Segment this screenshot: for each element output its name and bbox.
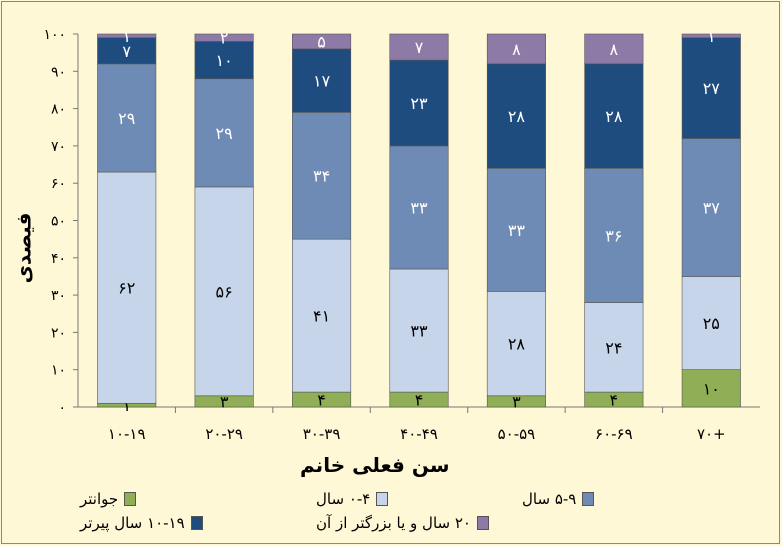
x-tick-label: ۳۰-۳۹ bbox=[303, 425, 341, 443]
x-tick-label: ۷۰+ bbox=[697, 425, 726, 443]
data-label: ۱۷ bbox=[313, 72, 331, 91]
data-label: ۵ bbox=[317, 32, 326, 51]
bar-segment bbox=[194, 78, 254, 188]
bar-segment bbox=[584, 33, 644, 65]
data-label: ۳۳ bbox=[410, 198, 428, 217]
bar-segment bbox=[681, 33, 741, 39]
bar-segment bbox=[292, 48, 352, 113]
bar-segment bbox=[389, 268, 449, 393]
data-label: ۲۴ bbox=[605, 338, 622, 357]
y-tick-label: ۲۰ bbox=[51, 325, 66, 341]
bar-segment bbox=[194, 186, 254, 397]
bar-segment bbox=[97, 33, 157, 39]
y-tick-label: ۸۰ bbox=[51, 102, 66, 118]
legend-item-0-4: ۰-۴ سال bbox=[316, 490, 389, 508]
legend-label: جوانتر bbox=[80, 490, 119, 508]
bar-segment bbox=[681, 369, 741, 408]
bar-segment bbox=[194, 33, 254, 42]
legend-item-10-19: ۱۰-۱۹ سال پیرتر bbox=[80, 514, 203, 532]
data-label: ۳۶ bbox=[605, 226, 622, 245]
data-label: ۳ bbox=[220, 392, 229, 411]
y-tick-label: ۳۰ bbox=[51, 288, 66, 304]
x-tick-label: ۶۰-۶۹ bbox=[595, 425, 633, 443]
bar-segment bbox=[681, 276, 741, 371]
bar-segment bbox=[681, 138, 741, 277]
bar-segment bbox=[389, 59, 449, 147]
y-tick-label: ۷۰ bbox=[51, 139, 66, 155]
legend-label: ۰-۴ سال bbox=[316, 490, 371, 508]
bar-segment bbox=[486, 167, 546, 292]
bar-segment bbox=[389, 145, 449, 270]
data-label: ۱۰ bbox=[216, 51, 233, 70]
x-tick-label: ۵۰-۵۹ bbox=[498, 425, 536, 443]
bar-segment bbox=[292, 112, 352, 240]
bar-segment bbox=[292, 33, 352, 50]
x-tick-label: ۱۰-۱۹ bbox=[108, 425, 146, 443]
legend-swatch bbox=[124, 492, 137, 506]
y-tick-label: ۱۰ bbox=[51, 363, 66, 379]
legend-item-5-9: ۵-۹ سال bbox=[522, 490, 595, 508]
legend-item-20-plus: ۲۰ سال و یا بزرگتر از آن bbox=[316, 514, 489, 532]
data-label: ۲۵ bbox=[703, 314, 720, 333]
data-label: ۷ bbox=[415, 38, 424, 57]
bar-segment bbox=[584, 302, 644, 393]
x-axis-label: سن فعلی خانم bbox=[300, 453, 450, 477]
y-axis-label: فیصدی bbox=[11, 212, 36, 284]
data-label: ۱ bbox=[122, 27, 131, 46]
legend-label: ۲۰ سال و یا بزرگتر از آن bbox=[316, 514, 471, 532]
y-tick-label: ۴۰ bbox=[51, 251, 66, 267]
y-tick-label: ۹۰ bbox=[51, 64, 66, 80]
bar-segment bbox=[194, 41, 254, 80]
x-tick-label: ۲۰-۲۹ bbox=[205, 425, 243, 443]
y-tick-label: ۵۰ bbox=[51, 214, 66, 230]
data-label: ۲۷ bbox=[703, 79, 721, 98]
data-label: ۳۷ bbox=[703, 198, 721, 217]
data-label: ۱ bbox=[122, 396, 131, 415]
data-label: ۳۴ bbox=[313, 167, 330, 186]
x-tick-label: ۴۰-۴۹ bbox=[400, 425, 438, 443]
data-label: ۳ bbox=[512, 392, 521, 411]
data-label: ۵۶ bbox=[216, 282, 233, 301]
bar-segment bbox=[486, 291, 546, 397]
bar-segment bbox=[584, 63, 644, 169]
data-label: ۴ bbox=[317, 391, 326, 410]
data-label: ۴۱ bbox=[313, 307, 330, 326]
data-label: ۳۳ bbox=[508, 221, 526, 240]
data-label: ۱ bbox=[707, 27, 716, 46]
bar-segment bbox=[292, 238, 352, 393]
data-label: ۷ bbox=[122, 42, 131, 61]
data-label: ۴ bbox=[415, 391, 424, 410]
data-label: ۸ bbox=[512, 40, 521, 59]
legend-swatch bbox=[190, 516, 203, 530]
data-label: ۸ bbox=[610, 40, 619, 59]
data-label: ۲ bbox=[220, 29, 229, 48]
data-label: ۲۳ bbox=[410, 94, 428, 113]
data-label: ۴ bbox=[610, 391, 619, 410]
bar-segment bbox=[486, 63, 546, 169]
data-label: ۲۹ bbox=[216, 124, 233, 143]
bar-segment bbox=[389, 33, 449, 61]
legend-swatch bbox=[477, 516, 489, 530]
data-label: ۶۲ bbox=[118, 279, 135, 298]
legend-swatch bbox=[582, 492, 595, 506]
data-label: ۲۹ bbox=[118, 109, 135, 128]
y-tick-label: ۰ bbox=[58, 400, 66, 416]
data-label: ۲۸ bbox=[508, 335, 526, 354]
data-label: ۲۸ bbox=[605, 107, 623, 126]
bar-segment bbox=[486, 33, 546, 65]
legend-item-younger: جوانتر bbox=[80, 490, 137, 508]
data-label: ۳۳ bbox=[410, 322, 428, 341]
data-label: ۲۸ bbox=[508, 107, 526, 126]
bar-segment bbox=[97, 37, 157, 65]
legend-label: ۱۰-۱۹ سال پیرتر bbox=[80, 514, 185, 532]
y-tick-label: ۶۰ bbox=[51, 176, 66, 192]
data-label: ۱۰ bbox=[703, 379, 720, 398]
legend-label: ۵-۹ سال bbox=[522, 490, 577, 508]
y-tick-label: ۱۰۰ bbox=[43, 27, 66, 43]
legend-swatch bbox=[376, 492, 389, 506]
